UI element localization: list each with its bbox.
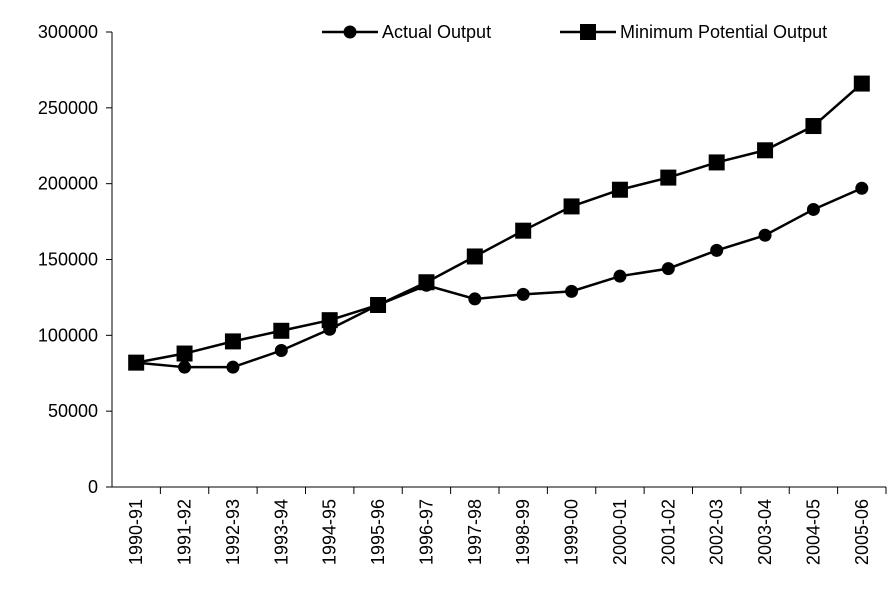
point bbox=[516, 287, 530, 301]
point bbox=[466, 248, 483, 265]
y-tick-label: 0 bbox=[88, 477, 98, 497]
point bbox=[758, 228, 772, 242]
x-tick-label: 1992-93 bbox=[223, 499, 243, 565]
series-line bbox=[135, 82, 863, 364]
point bbox=[660, 169, 677, 186]
point bbox=[178, 360, 192, 374]
point bbox=[757, 142, 774, 159]
point bbox=[708, 154, 725, 171]
point bbox=[321, 312, 338, 329]
x-tick-label: 2002-03 bbox=[707, 499, 727, 565]
x-tick-label: 2004-05 bbox=[803, 499, 823, 565]
point bbox=[855, 181, 869, 195]
point bbox=[274, 344, 288, 357]
point bbox=[273, 322, 290, 339]
point bbox=[370, 297, 387, 313]
point bbox=[128, 354, 145, 371]
x-tick-label: 2003-04 bbox=[755, 499, 775, 565]
y-tick-label: 100000 bbox=[38, 325, 98, 345]
point bbox=[176, 345, 193, 362]
x-tick-label: 1998-99 bbox=[513, 499, 533, 565]
y-tick-label: 200000 bbox=[38, 174, 98, 194]
x-tick-label: 1990-91 bbox=[126, 499, 146, 565]
point bbox=[853, 75, 870, 92]
legend-marker bbox=[580, 24, 596, 40]
point bbox=[468, 292, 482, 306]
point bbox=[565, 284, 579, 298]
point bbox=[661, 262, 675, 276]
point bbox=[710, 243, 724, 257]
point bbox=[805, 118, 822, 135]
point bbox=[226, 360, 240, 374]
point bbox=[806, 202, 820, 216]
point bbox=[563, 198, 580, 215]
x-tick-label: 1991-92 bbox=[175, 499, 195, 565]
point bbox=[224, 333, 241, 350]
point bbox=[418, 274, 435, 291]
legend-label: Actual Output bbox=[382, 22, 491, 42]
x-tick-label: 2000-01 bbox=[610, 499, 630, 565]
x-tick-label: 1993-94 bbox=[271, 499, 291, 565]
x-tick-label: 1996-97 bbox=[416, 499, 436, 565]
point bbox=[613, 269, 627, 283]
x-tick-label: 1995-96 bbox=[368, 499, 388, 565]
point bbox=[515, 222, 532, 239]
x-tick-label: 1994-95 bbox=[320, 499, 340, 565]
point bbox=[611, 181, 628, 198]
legend-label: Minimum Potential Output bbox=[620, 22, 827, 42]
x-tick-label: 2005-06 bbox=[852, 499, 872, 565]
y-tick-label: 150000 bbox=[38, 250, 98, 270]
series-line bbox=[136, 187, 863, 369]
x-tick-label: 1999-00 bbox=[562, 499, 582, 565]
x-tick-label: 1997-98 bbox=[465, 499, 485, 565]
y-tick-label: 50000 bbox=[48, 401, 98, 421]
legend-marker bbox=[343, 25, 357, 39]
y-tick-label: 250000 bbox=[38, 98, 98, 118]
y-tick-label: 300000 bbox=[38, 22, 98, 42]
x-tick-label: 2001-02 bbox=[658, 499, 678, 565]
